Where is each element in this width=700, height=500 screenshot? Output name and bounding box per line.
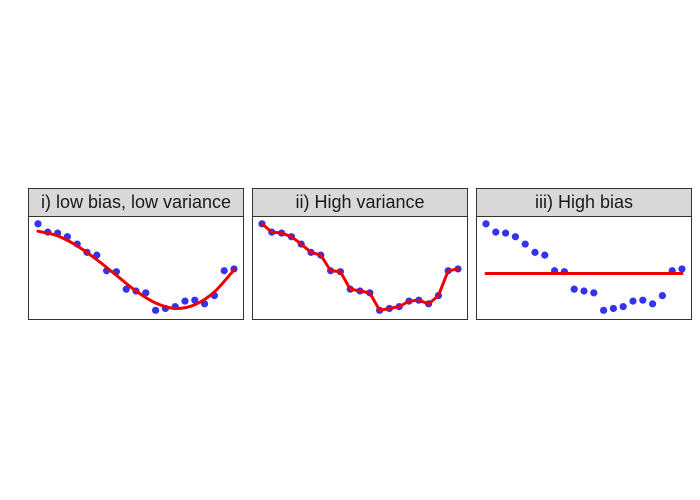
data-point xyxy=(629,297,637,305)
data-point xyxy=(619,303,627,311)
data-point xyxy=(502,229,510,237)
data-point xyxy=(678,265,686,273)
data-point xyxy=(152,306,160,314)
data-point xyxy=(570,285,578,293)
fit-line xyxy=(260,222,460,312)
data-point xyxy=(191,296,199,304)
data-point xyxy=(649,300,657,308)
data-point xyxy=(521,240,529,248)
data-point xyxy=(580,287,588,295)
data-point xyxy=(34,220,42,228)
data-point xyxy=(639,296,647,304)
data-point xyxy=(122,285,130,293)
data-point xyxy=(531,248,539,256)
fit-line xyxy=(36,229,236,311)
data-point xyxy=(492,228,500,236)
data-point xyxy=(220,267,228,275)
plot-area xyxy=(252,216,468,320)
panel-title: ii) High variance xyxy=(252,188,468,217)
data-point xyxy=(482,220,490,228)
data-point xyxy=(600,306,608,314)
data-point xyxy=(658,292,666,300)
panel-high-bias: iii) High bias xyxy=(476,188,692,320)
data-point xyxy=(511,233,519,241)
data-point xyxy=(590,289,598,297)
panel-title: i) low bias, low variance xyxy=(28,188,244,217)
data-point xyxy=(541,251,549,259)
panel-high-variance: ii) High variance xyxy=(252,188,468,320)
data-point xyxy=(609,304,617,313)
data-point xyxy=(181,297,189,305)
panel-title: iii) High bias xyxy=(476,188,692,217)
panel-low-bias-low-variance: i) low bias, low variance xyxy=(28,188,244,320)
plot-area xyxy=(476,216,692,320)
plot-area xyxy=(28,216,244,320)
